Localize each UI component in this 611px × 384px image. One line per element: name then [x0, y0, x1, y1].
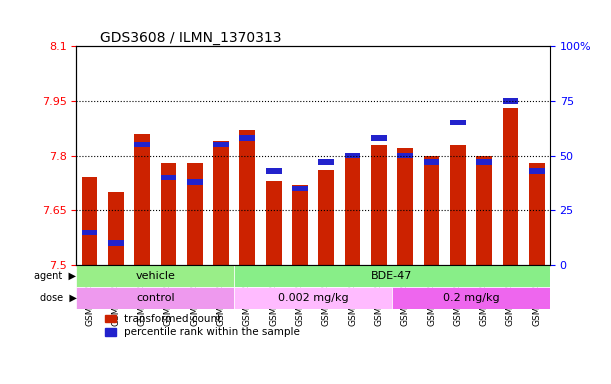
Bar [502, 98, 518, 104]
Text: GDS3608 / ILMN_1370313: GDS3608 / ILMN_1370313 [100, 31, 282, 45]
Bar [161, 175, 177, 180]
Bar [529, 168, 544, 174]
Bar [423, 159, 439, 165]
Bar [345, 156, 360, 265]
Bar [108, 192, 123, 265]
Bar [292, 186, 308, 191]
Text: vehicle: vehicle [136, 271, 175, 281]
Bar [134, 134, 150, 265]
Text: control: control [136, 293, 175, 303]
Bar [134, 142, 150, 147]
Bar [187, 179, 203, 185]
Bar [371, 145, 387, 265]
FancyBboxPatch shape [76, 287, 234, 309]
Bar [318, 159, 334, 165]
Bar [82, 230, 97, 235]
FancyBboxPatch shape [234, 265, 550, 287]
Bar [266, 168, 282, 174]
Bar [82, 177, 97, 265]
Bar [529, 163, 544, 265]
Bar [240, 135, 255, 141]
Bar [450, 120, 466, 126]
Legend: transformed count, percentile rank within the sample: transformed count, percentile rank withi… [105, 314, 300, 337]
Bar [213, 142, 229, 147]
Text: dose  ▶: dose ▶ [40, 293, 76, 303]
FancyBboxPatch shape [234, 287, 392, 309]
Text: 0.2 mg/kg: 0.2 mg/kg [442, 293, 499, 303]
Bar [397, 153, 413, 158]
Bar [318, 170, 334, 265]
Bar [476, 159, 492, 165]
Text: 0.002 mg/kg: 0.002 mg/kg [278, 293, 348, 303]
Bar [397, 148, 413, 265]
Bar [345, 153, 360, 158]
Bar [187, 163, 203, 265]
Bar [292, 185, 308, 265]
Bar [108, 240, 123, 246]
Bar [502, 108, 518, 265]
Bar [240, 130, 255, 265]
Bar [450, 145, 466, 265]
Bar [161, 163, 177, 265]
Text: BDE-47: BDE-47 [371, 271, 413, 281]
Bar [423, 156, 439, 265]
Bar [371, 135, 387, 141]
Bar [266, 181, 282, 265]
FancyBboxPatch shape [76, 265, 234, 287]
Bar [476, 156, 492, 265]
Bar [213, 141, 229, 265]
FancyBboxPatch shape [392, 287, 550, 309]
Text: agent  ▶: agent ▶ [34, 271, 76, 281]
